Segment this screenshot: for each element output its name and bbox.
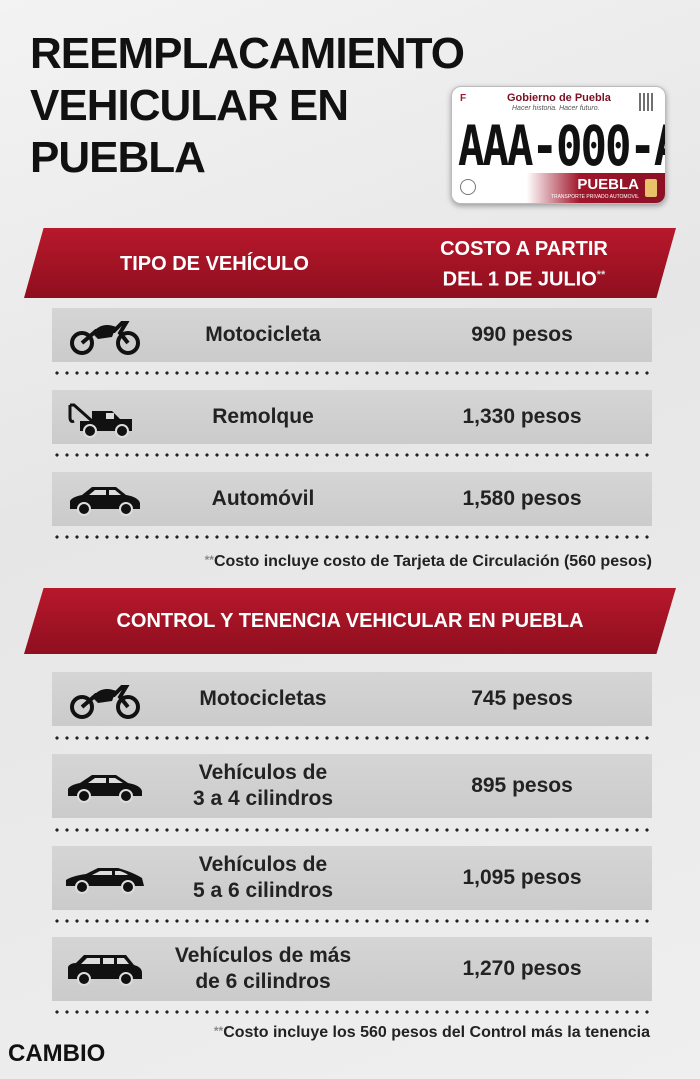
section2-header: CONTROL Y TENENCIA VEHICULAR EN PUEBLA bbox=[24, 588, 676, 654]
price-value: 745 pesos bbox=[471, 687, 573, 710]
price-value: 1,095 pesos bbox=[462, 866, 582, 889]
dotted-divider bbox=[52, 453, 652, 457]
column-header-cost: COSTO A PARTIR DEL 1 DE JULIO** bbox=[424, 236, 624, 293]
plate-slogan: Hacer historia. Hacer futuro. bbox=[512, 105, 600, 112]
price-value: 895 pesos bbox=[471, 774, 573, 797]
plate-service: TRANSPORTE PRIVADO AUTOMOVIL bbox=[550, 194, 639, 200]
sports-car-icon bbox=[66, 868, 144, 894]
seal-icon bbox=[460, 179, 476, 195]
table-row: Vehículos de 3 a 4 cilindros 895 pesos bbox=[52, 754, 652, 818]
plate-state: PUEBLA bbox=[577, 176, 639, 193]
price-value: 990 pesos bbox=[471, 323, 573, 346]
tow-truck-icon bbox=[68, 403, 132, 438]
dotted-divider bbox=[52, 828, 652, 832]
title-line-3: PUEBLA bbox=[30, 133, 206, 182]
vehicle-type-label: Motocicletas bbox=[199, 687, 327, 710]
sedan-icon bbox=[68, 775, 142, 803]
section2-heading: CONTROL Y TENENCIA VEHICULAR EN PUEBLA bbox=[116, 610, 584, 632]
qr-code-icon bbox=[639, 93, 655, 111]
footnote-2: **Costo incluye los 560 pesos del Contro… bbox=[213, 1024, 650, 1041]
cost-header-line-2: DEL 1 DE JULIO** bbox=[442, 268, 606, 291]
vehicle-type-label: Remolque bbox=[212, 405, 314, 428]
vehicle-type-label: Automóvil bbox=[211, 487, 315, 510]
car-icon bbox=[70, 487, 140, 516]
table-row: Automóvil 1,580 pesos bbox=[52, 472, 652, 526]
dotted-divider bbox=[52, 1010, 652, 1014]
badge-icon bbox=[645, 179, 657, 197]
table-row: Motocicletas 745 pesos bbox=[52, 672, 652, 726]
vehicle-type-label: Vehículos de 3 a 4 cilindros bbox=[192, 761, 334, 810]
plate-government: Gobierno de Puebla bbox=[507, 92, 611, 104]
plate-letter: F bbox=[460, 93, 467, 104]
cost-header-mark: ** bbox=[596, 269, 606, 281]
price-value: 1,580 pesos bbox=[462, 487, 582, 510]
vehicle-type-label: Motocicleta bbox=[205, 323, 321, 346]
table-row: Vehículos de más de 6 cilindros 1,270 pe… bbox=[52, 937, 652, 1001]
price-value: 1,270 pesos bbox=[462, 957, 582, 980]
price-value: 1,330 pesos bbox=[462, 405, 582, 428]
brand-logo: CAMBIO bbox=[8, 1040, 106, 1067]
plate-number: AAA-000-A bbox=[458, 115, 666, 179]
license-plate-image: F Gobierno de Puebla Hacer historia. Hac… bbox=[451, 86, 666, 204]
title-line-2: VEHICULAR EN bbox=[30, 81, 349, 130]
footnote-1: **Costo incluye costo de Tarjeta de Circ… bbox=[204, 553, 652, 570]
table-row: Remolque 1,330 pesos bbox=[52, 390, 652, 444]
suv-icon bbox=[68, 955, 142, 986]
section1-header: TIPO DE VEHÍCULO COSTO A PARTIR DEL 1 DE… bbox=[24, 228, 676, 298]
dotted-divider bbox=[52, 371, 652, 375]
cost-header-line-1: COSTO A PARTIR bbox=[440, 238, 608, 260]
motorcycle-icon bbox=[70, 685, 140, 719]
page-title: REEMPLACAMIENTO VEHICULAR EN PUEBLA bbox=[30, 28, 465, 184]
dotted-divider bbox=[52, 919, 652, 923]
table-row: Vehículos de 5 a 6 cilindros 1,095 pesos bbox=[52, 846, 652, 910]
title-line-1: REEMPLACAMIENTO bbox=[30, 29, 465, 78]
dotted-divider bbox=[52, 535, 652, 539]
motorcycle-icon bbox=[70, 321, 140, 355]
vehicle-type-label: Vehículos de más de 6 cilindros bbox=[174, 944, 352, 993]
vehicle-type-label: Vehículos de 5 a 6 cilindros bbox=[192, 853, 334, 902]
plate-band bbox=[452, 173, 665, 203]
column-header-type: TIPO DE VEHÍCULO bbox=[120, 253, 309, 275]
table-row: Motocicleta 990 pesos bbox=[52, 308, 652, 362]
dotted-divider bbox=[52, 736, 652, 740]
